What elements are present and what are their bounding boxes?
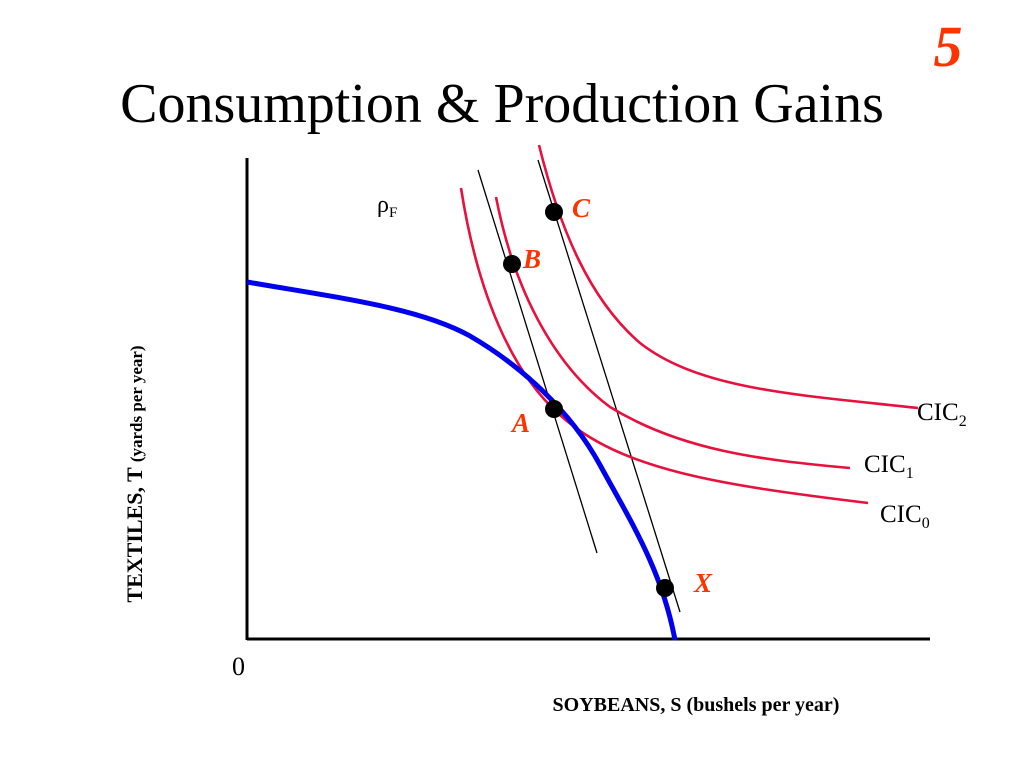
cic0-label-text: CIC <box>880 501 922 528</box>
cic2-label: CIC2 <box>917 399 967 430</box>
cic0-curve <box>459 187 869 505</box>
point-label-b: B <box>522 244 541 274</box>
cic0-label-subscript: 0 <box>922 515 930 532</box>
ppf-curve <box>246 279 678 641</box>
cic0-label: CIC0 <box>880 501 930 532</box>
cic2-label-text: CIC <box>917 399 959 426</box>
price-line-label: ρF <box>377 192 397 221</box>
y-axis-title-main: TEXTILES, T <box>122 462 147 602</box>
price-line-through-x <box>537 159 681 613</box>
y-axis-title-unit: (yards per year) <box>127 345 146 462</box>
cic2-label-subscript: 2 <box>959 413 967 430</box>
point-x <box>656 579 674 597</box>
cic1-label-text: CIC <box>864 451 906 478</box>
cic1-label: CIC1 <box>864 451 914 482</box>
point-a <box>545 400 563 418</box>
slide-title: Consumption & Production Gains <box>120 73 884 135</box>
slide-number: 5 <box>933 14 963 79</box>
y-axis-title: TEXTILES, T (yards per year) <box>122 345 147 602</box>
price-line-through-a <box>477 169 598 554</box>
cic1-label-subscript: 1 <box>906 465 914 482</box>
x-axis-title: SOYBEANS, S (bushels per year) <box>553 694 840 716</box>
point-label-a: A <box>510 408 530 438</box>
point-b <box>503 255 521 273</box>
origin-label: 0 <box>232 652 245 681</box>
price-line-symbol: ρ <box>377 192 389 218</box>
cic2-curve <box>537 144 919 410</box>
price-line-subscript: F <box>389 205 397 221</box>
cic1-curve <box>494 196 851 470</box>
point-label-x: X <box>693 568 713 598</box>
point-c <box>545 203 563 221</box>
point-label-c: C <box>572 193 591 223</box>
